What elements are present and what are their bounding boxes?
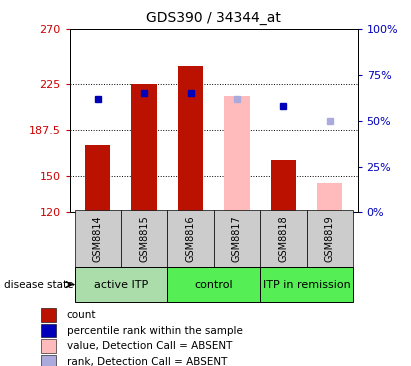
Bar [121, 210, 167, 267]
Bar [224, 96, 250, 212]
Bar [317, 183, 342, 212]
Bar [74, 267, 167, 302]
Bar [132, 84, 157, 212]
Bar [41, 355, 56, 366]
Title: GDS390 / 34344_at: GDS390 / 34344_at [146, 11, 281, 26]
Bar [270, 160, 296, 212]
Bar [167, 267, 260, 302]
Text: GSM8818: GSM8818 [278, 216, 289, 262]
Text: rank, Detection Call = ABSENT: rank, Detection Call = ABSENT [67, 356, 227, 366]
Text: percentile rank within the sample: percentile rank within the sample [67, 325, 242, 336]
Text: ITP in remission: ITP in remission [263, 280, 351, 290]
Text: GSM8819: GSM8819 [325, 216, 335, 262]
Text: value, Detection Call = ABSENT: value, Detection Call = ABSENT [67, 341, 232, 351]
Bar [41, 324, 56, 337]
Bar [214, 210, 260, 267]
Bar [41, 308, 56, 322]
Bar [260, 210, 307, 267]
Bar [85, 145, 111, 212]
Bar [74, 210, 121, 267]
Bar [41, 339, 56, 353]
Text: disease state: disease state [4, 280, 74, 290]
Bar [307, 210, 353, 267]
Text: GSM8816: GSM8816 [185, 216, 196, 262]
Bar [167, 210, 214, 267]
Text: control: control [194, 280, 233, 290]
Text: GSM8815: GSM8815 [139, 216, 149, 262]
Text: active ITP: active ITP [94, 280, 148, 290]
Text: GSM8814: GSM8814 [93, 216, 103, 262]
Text: count: count [67, 310, 96, 320]
Bar [178, 66, 203, 212]
Text: GSM8817: GSM8817 [232, 216, 242, 262]
Bar [260, 267, 353, 302]
